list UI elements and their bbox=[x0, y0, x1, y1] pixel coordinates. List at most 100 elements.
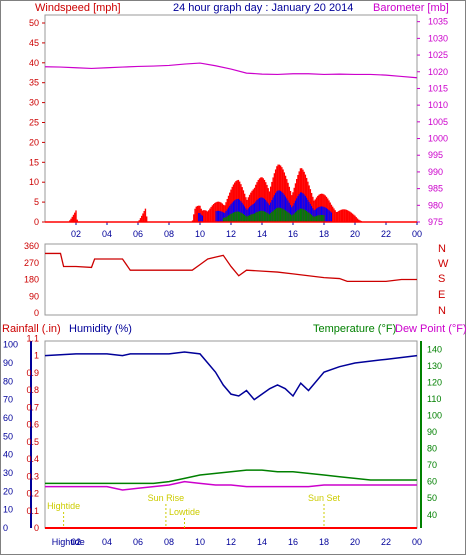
hour-tick-label: 18 bbox=[319, 229, 329, 239]
hour-tick-label-lower: 22 bbox=[381, 537, 391, 547]
compass-e: E bbox=[438, 289, 445, 301]
barometer-tick-label: 980 bbox=[428, 200, 443, 210]
humidity-tick-label: 40 bbox=[3, 450, 13, 460]
temperature-tick-label: 140 bbox=[427, 344, 442, 354]
barometer-tick-label: 1010 bbox=[428, 100, 448, 110]
hour-tick-label-lower: 16 bbox=[288, 537, 298, 547]
humidity-tick-label: 20 bbox=[3, 486, 13, 496]
barometer-tick-label: 1030 bbox=[428, 33, 448, 43]
barometer-tick-label: 975 bbox=[428, 217, 443, 227]
temperature-tick-label: 60 bbox=[427, 477, 437, 487]
direction-plot-frame bbox=[44, 243, 418, 316]
humidity-tick-label: 50 bbox=[3, 431, 13, 441]
barometer-line bbox=[44, 62, 418, 79]
compass-n-top: N bbox=[438, 243, 446, 255]
rainfall-axis-title: Rainfall (.in) bbox=[2, 323, 61, 335]
windspeed-tick-label: 35 bbox=[29, 78, 39, 88]
humidity-tick-label: 10 bbox=[3, 505, 13, 515]
windspeed-tick-label: 0 bbox=[34, 217, 39, 227]
rainfall-tick-label: 0.9 bbox=[26, 368, 39, 378]
hour-tick-label: 04 bbox=[102, 229, 112, 239]
rainfall-tick-label: 1.1 bbox=[26, 333, 39, 343]
rainfall-tick-label: 0.5 bbox=[26, 437, 39, 447]
windspeed-tick-label: 25 bbox=[29, 118, 39, 128]
humidity-tick-label: 0 bbox=[3, 523, 8, 533]
event-label: Sun Set bbox=[308, 493, 341, 503]
hour-tick-label: 06 bbox=[133, 229, 143, 239]
chart-title: 24 hour graph day : January 20 2014 bbox=[173, 2, 353, 14]
windspeed-tick-label: 30 bbox=[29, 98, 39, 108]
temperature-tick-label: 130 bbox=[427, 361, 442, 371]
event-label: Sun Rise bbox=[148, 493, 185, 503]
humidity-tick-label: 60 bbox=[3, 413, 13, 423]
rainfall-tick-label: 0.3 bbox=[26, 471, 39, 481]
barometer-tick-label: 1005 bbox=[428, 117, 448, 127]
hour-tick-label: 20 bbox=[350, 229, 360, 239]
event-label: Lowtide bbox=[169, 507, 200, 517]
compass-s: S bbox=[438, 273, 445, 285]
temperature-tick-label: 80 bbox=[427, 444, 437, 454]
hour-tick-label-lower: 00 bbox=[412, 537, 422, 547]
humidity-tick-label: 80 bbox=[3, 376, 13, 386]
humidity-tick-label: 90 bbox=[3, 358, 13, 368]
temperature-line bbox=[45, 469, 417, 485]
hour-tick-label: 22 bbox=[381, 229, 391, 239]
barometer-tick-label: 985 bbox=[428, 184, 443, 194]
event-label: Hightide bbox=[47, 501, 80, 511]
barometer-tick-label: 1015 bbox=[428, 83, 448, 93]
humidity-tick-label: 70 bbox=[3, 395, 13, 405]
barometer-tick-label: 990 bbox=[428, 167, 443, 177]
rainfall-tick-label: 0 bbox=[34, 523, 39, 533]
direction-tick-label: 360 bbox=[24, 241, 39, 251]
humidity-plot-frame bbox=[44, 340, 418, 529]
direction-tick-label: 0 bbox=[34, 308, 39, 318]
hour-tick-label-lower: 12 bbox=[226, 537, 236, 547]
temperature-tick-label: 40 bbox=[427, 510, 437, 520]
hour-tick-label-lower: 14 bbox=[257, 537, 267, 547]
direction-tick-label: 270 bbox=[24, 258, 39, 268]
rainfall-tick-label: 0.7 bbox=[26, 402, 39, 412]
barometer-tick-label: 1020 bbox=[428, 67, 448, 77]
hour-tick-label-lower: 08 bbox=[164, 537, 174, 547]
windspeed-tick-label: 10 bbox=[29, 177, 39, 187]
hour-tick-label: 12 bbox=[226, 229, 236, 239]
rainfall-tick-label: 0.8 bbox=[26, 385, 39, 395]
rainfall-tick-label: 1 bbox=[34, 351, 39, 361]
hour-tick-label: 02 bbox=[71, 229, 81, 239]
barometer-axis-title: Barometer [mb] bbox=[373, 2, 449, 14]
hour-tick-label-lower: 06 bbox=[133, 537, 143, 547]
temperature-tick-label: 90 bbox=[427, 427, 437, 437]
humidity-line bbox=[44, 351, 418, 401]
hour-tick-label-lower: 02 bbox=[71, 537, 81, 547]
temperature-tick-label: 50 bbox=[427, 493, 437, 503]
humidity-tick-label: 100 bbox=[3, 340, 18, 350]
rainfall-tick-label: 0.1 bbox=[26, 506, 39, 516]
direction-tick-label: 90 bbox=[29, 291, 39, 301]
compass-n-bottom: N bbox=[438, 305, 446, 317]
hour-tick-label-lower: 18 bbox=[319, 537, 329, 547]
windspeed-tick-label: 5 bbox=[34, 197, 39, 207]
hour-tick-label: 14 bbox=[257, 229, 267, 239]
hour-tick-label: 16 bbox=[288, 229, 298, 239]
barometer-tick-label: 1000 bbox=[428, 134, 448, 144]
windspeed-tick-label: 15 bbox=[29, 157, 39, 167]
temperature-tick-label: 120 bbox=[427, 377, 442, 387]
dewpoint-axis-title: Dew Point (°F) bbox=[395, 323, 466, 335]
temperature-tick-label: 70 bbox=[427, 460, 437, 470]
temperature-tick-label: 100 bbox=[427, 410, 442, 420]
barometer-tick-label: 1035 bbox=[428, 17, 448, 27]
temperature-axis-title: Temperature (°F) bbox=[313, 323, 396, 335]
hour-tick-label-lower: 10 bbox=[195, 537, 205, 547]
direction-tick-label: 180 bbox=[24, 275, 39, 285]
hour-tick-label: 00 bbox=[412, 229, 422, 239]
rainfall-tick-label: 0.4 bbox=[26, 454, 39, 464]
rainfall-tick-label: 0.2 bbox=[26, 489, 39, 499]
windspeed-tick-label: 40 bbox=[29, 58, 39, 68]
hour-tick-label: 08 bbox=[164, 229, 174, 239]
wind-direction-line bbox=[45, 252, 417, 283]
hour-tick-label: 10 bbox=[195, 229, 205, 239]
windspeed-axis-title: Windspeed [mph] bbox=[35, 2, 121, 14]
plot-layer: 0510152025303540455097598098599099510001… bbox=[3, 14, 448, 547]
